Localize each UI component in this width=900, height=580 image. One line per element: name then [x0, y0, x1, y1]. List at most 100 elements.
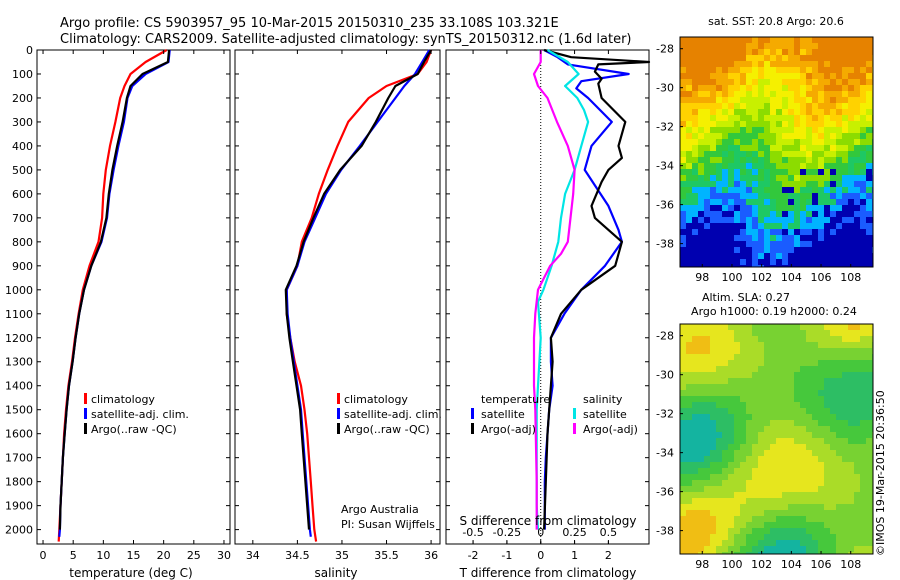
map-x-tick-label: 108 — [840, 271, 861, 284]
figure-title-line1: Argo profile: CS 5903957_95 10-Mar-2015 … — [60, 16, 559, 31]
x-tick-label: 34 — [246, 549, 260, 562]
salinity-x-label: salinity — [314, 566, 357, 580]
y-tick-label: 400 — [12, 140, 33, 153]
legend-label-s-argo: Argo(-adj) — [583, 423, 638, 436]
legend-swatch-satellite — [337, 408, 340, 419]
salinity-annotation-line1: Argo Australia — [341, 503, 419, 516]
map-x-tick-label: 104 — [781, 558, 802, 571]
x-tick-label: 2 — [605, 549, 612, 562]
t-difference-label: T difference from climatology — [459, 566, 637, 580]
temperature-x-label: temperature (deg C) — [69, 566, 192, 580]
x-tick-label: 15 — [127, 549, 141, 562]
figure-title-line2: Climatology: CARS2009. Satellite-adjuste… — [60, 32, 632, 47]
map-x-tick-label: 104 — [781, 271, 802, 284]
y-tick-label: 1400 — [5, 380, 33, 393]
x-tick-label: 20 — [157, 549, 171, 562]
difference-panel: -2 -1 0 1 2 -0.5 -0.25 0 0.25 0.5 S difference fr… — [445, 48, 651, 580]
y-tick-label: 500 — [12, 164, 33, 177]
y-tick-label: 0 — [26, 44, 33, 57]
x-tick-label: 36 — [424, 549, 438, 562]
legend-label-climatology: climatology — [91, 393, 155, 406]
temperature-panel: 0100200300400500600700800900100011001200… — [5, 44, 231, 580]
s-tick-label: 0.5 — [600, 526, 618, 539]
y-tick-label: 1500 — [5, 404, 33, 417]
sla-map-title-line2: Argo h1000: 0.19 h2000: 0.24 — [691, 305, 857, 318]
legend-group-temperature: temperature — [481, 393, 550, 406]
x-tick-label: 0 — [40, 549, 47, 562]
x-tick-label: 35 — [335, 549, 349, 562]
map-x-tick-label: 106 — [811, 558, 832, 571]
map-y-tick-label: -34 — [656, 447, 674, 460]
map-x-tick-label: 98 — [695, 271, 709, 284]
y-tick-label: 800 — [12, 236, 33, 249]
map-y-tick-label: -28 — [656, 330, 674, 343]
x-tick-label: 0 — [537, 549, 544, 562]
y-tick-label: 1900 — [5, 500, 33, 513]
y-tick-label: 900 — [12, 260, 33, 273]
legend-label-satellite: satellite-adj. clim. — [91, 408, 189, 421]
y-tick-label: 1100 — [5, 308, 33, 321]
sst-heatmap — [680, 37, 873, 267]
x-tick-label: 30 — [217, 549, 231, 562]
temperature-legend: climatology satellite-adj. clim. Argo(..… — [84, 393, 189, 436]
y-tick-label: 300 — [12, 116, 33, 129]
difference-legend: temperature satellite Argo(-adj) salinit… — [471, 393, 638, 436]
series-line-t-argo-adj — [543, 48, 651, 530]
y-tick-label: 1800 — [5, 476, 33, 489]
legend-swatch-argo — [84, 423, 87, 434]
map-y-tick-label: -38 — [656, 525, 674, 538]
legend-label-t-argo: Argo(-adj) — [481, 423, 536, 436]
legend-swatch-s-satellite — [573, 408, 576, 419]
salinity-annotation-line2: PI: Susan Wijffels — [341, 518, 435, 531]
legend-label-argo: Argo(..raw -QC) — [91, 423, 177, 436]
x-tick-label: -2 — [468, 549, 479, 562]
y-tick-label: 1000 — [5, 284, 33, 297]
legend-label-satellite: satellite-adj. clim. — [344, 408, 442, 421]
s-difference-label: S difference from climatology — [460, 514, 637, 528]
y-tick-label: 2000 — [5, 524, 33, 537]
map-y-tick-label: -30 — [656, 369, 674, 382]
x-tick-label: 34.5 — [285, 549, 310, 562]
map-x-tick-label: 106 — [811, 271, 832, 284]
y-tick-label: 1600 — [5, 428, 33, 441]
sst-map-title: sat. SST: 20.8 Argo: 20.6 — [708, 15, 844, 28]
sla-heatmap — [680, 324, 873, 554]
map-x-tick-label: 98 — [695, 558, 709, 571]
y-tick-label: 700 — [12, 212, 33, 225]
map-x-tick-label: 102 — [751, 271, 772, 284]
map-y-tick-label: -32 — [656, 408, 674, 421]
y-tick-label: 1300 — [5, 356, 33, 369]
map-y-tick-label: -32 — [656, 121, 674, 134]
legend-group-salinity: salinity — [583, 393, 623, 406]
salinity-panel: 34 34.5 35 35.5 36 salinity climatology sate… — [234, 49, 442, 580]
legend-label-s-satellite: satellite — [583, 408, 627, 421]
map-y-tick-label: -28 — [656, 43, 674, 56]
legend-swatch-satellite — [84, 408, 87, 419]
sla-map-frame — [679, 323, 874, 555]
y-tick-label: 100 — [12, 68, 33, 81]
x-tick-label: 5 — [70, 549, 77, 562]
legend-swatch-t-satellite — [471, 408, 474, 419]
legend-swatch-argo — [337, 423, 340, 434]
x-tick-label: 25 — [187, 549, 201, 562]
x-tick-label: 10 — [96, 549, 110, 562]
sst-map-frame — [679, 36, 874, 268]
temperature-plot-frame — [36, 49, 231, 545]
map-x-tick-label: 108 — [840, 558, 861, 571]
s-tick-label: -0.5 — [462, 526, 483, 539]
salinity-legend: climatology satellite-adj. clim. Argo(..… — [337, 393, 442, 436]
x-tick-label: 1 — [571, 549, 578, 562]
map-x-tick-label: 100 — [721, 271, 742, 284]
legend-swatch-s-argo — [573, 423, 576, 434]
map-y-tick-label: -38 — [656, 238, 674, 251]
salinity-plot-frame — [234, 49, 441, 545]
map-x-tick-label: 102 — [751, 558, 772, 571]
map-y-tick-label: -30 — [656, 82, 674, 95]
map-y-tick-label: -34 — [656, 160, 674, 173]
map-y-tick-label: -36 — [656, 486, 674, 499]
difference-plot-frame — [445, 49, 650, 545]
x-tick-label: -1 — [501, 549, 512, 562]
y-tick-label: 200 — [12, 92, 33, 105]
x-tick-label: 35.5 — [374, 549, 399, 562]
